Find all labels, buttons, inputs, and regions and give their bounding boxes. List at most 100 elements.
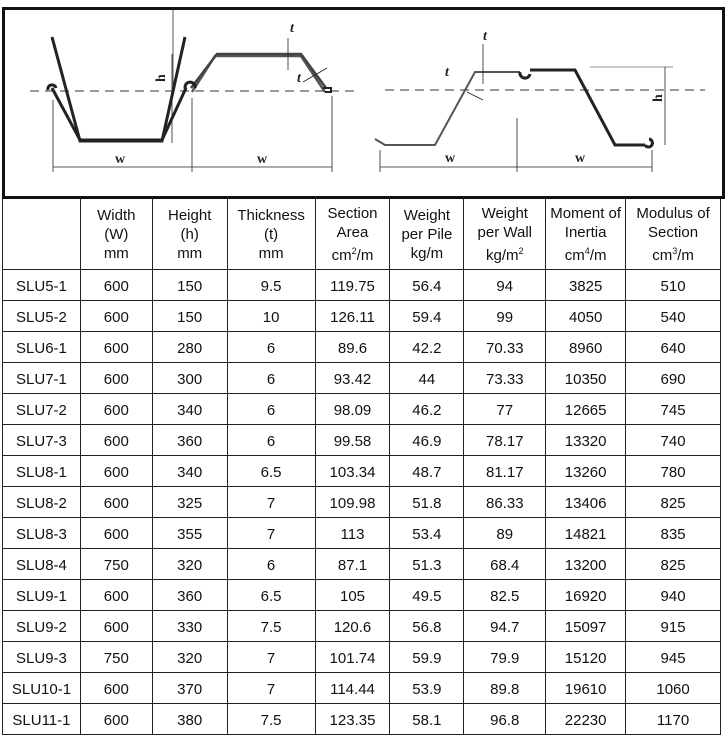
- label-w-1: w: [115, 152, 126, 167]
- z-pile-1: [374, 71, 520, 146]
- value-cell: 53.4: [389, 517, 465, 549]
- value-cell: 600: [79, 269, 153, 301]
- value-cell: 13260: [545, 455, 627, 487]
- column-header: [2, 197, 81, 270]
- value-cell: 320: [151, 548, 228, 580]
- value-cell: 93.42: [314, 362, 391, 394]
- value-cell: 320: [151, 641, 228, 673]
- value-cell: 48.7: [389, 455, 465, 487]
- value-cell: 46.2: [389, 393, 465, 425]
- value-cell: 68.4: [463, 548, 547, 580]
- table-row: SLU6-1 600 280 6 89.6 42.2 70.33 8960 640: [2, 331, 721, 363]
- value-cell: 99.58: [314, 424, 391, 456]
- header-exponent: 2: [351, 245, 357, 256]
- header-line: Height: [168, 206, 212, 224]
- header-line: Section: [327, 204, 378, 222]
- value-cell: 78.17: [463, 424, 547, 456]
- value-cell: 105: [314, 579, 391, 611]
- model-cell: SLU5-2: [2, 300, 81, 332]
- value-cell: 114.44: [314, 672, 391, 704]
- column-header: Weight per Wall kg/m2: [463, 197, 547, 270]
- value-cell: 6.5: [226, 579, 316, 611]
- value-cell: 89: [463, 517, 547, 549]
- value-cell: 13406: [545, 486, 627, 518]
- table-row: SLU5-2 600 150 10 126.11 59.4 99 4050 540: [2, 300, 721, 332]
- value-cell: 325: [151, 486, 228, 518]
- value-cell: 750: [79, 641, 153, 673]
- model-cell: SLU9-1: [2, 579, 81, 611]
- table-row: SLU7-3 600 360 6 99.58 46.9 78.17 13320 740: [2, 424, 721, 456]
- header-line: Inertia: [564, 223, 607, 241]
- value-cell: 340: [151, 393, 228, 425]
- value-cell: 8960: [545, 331, 627, 363]
- value-cell: 42.2: [389, 331, 465, 363]
- header-unit-suffix: /m: [589, 246, 607, 264]
- value-cell: 19610: [545, 672, 627, 704]
- header-line: kg/m: [410, 244, 444, 262]
- header-line: Moment of: [550, 204, 622, 222]
- label-t-4: t: [445, 65, 450, 80]
- value-cell: 51.8: [389, 486, 465, 518]
- table-row: SLU8-1 600 340 6.5 103.34 48.7 81.17 13260 780: [2, 455, 721, 487]
- value-cell: 120.6: [314, 610, 391, 642]
- value-cell: 10: [226, 300, 316, 332]
- column-header: Height (h) mm: [151, 197, 228, 270]
- value-cell: 6: [226, 393, 316, 425]
- value-cell: 600: [79, 486, 153, 518]
- value-cell: 330: [151, 610, 228, 642]
- value-cell: 113: [314, 517, 391, 549]
- value-cell: 355: [151, 517, 228, 549]
- value-cell: 94.7: [463, 610, 547, 642]
- value-cell: 360: [151, 579, 228, 611]
- header-line: Weight: [403, 206, 451, 224]
- value-cell: 600: [79, 362, 153, 394]
- value-cell: 46.9: [389, 424, 465, 456]
- value-cell: 70.33: [463, 331, 547, 363]
- value-cell: 600: [79, 393, 153, 425]
- value-cell: 109.98: [314, 486, 391, 518]
- model-cell: SLU8-4: [2, 548, 81, 580]
- label-t-2: t: [297, 71, 302, 86]
- value-cell: 940: [625, 579, 721, 611]
- value-cell: 600: [79, 610, 153, 642]
- value-cell: 7: [226, 641, 316, 673]
- value-cell: 825: [625, 486, 721, 518]
- value-cell: 16920: [545, 579, 627, 611]
- value-cell: 1060: [625, 672, 721, 704]
- value-cell: 44: [389, 362, 465, 394]
- value-cell: 49.5: [389, 579, 465, 611]
- value-cell: 56.4: [389, 269, 465, 301]
- value-cell: 150: [151, 300, 228, 332]
- header-line: mm: [177, 244, 203, 262]
- header-exponent: 3: [672, 245, 678, 256]
- value-cell: 600: [79, 703, 153, 735]
- value-cell: 59.4: [389, 300, 465, 332]
- model-cell: SLU11-1: [2, 703, 81, 735]
- value-cell: 360: [151, 424, 228, 456]
- value-cell: 13320: [545, 424, 627, 456]
- value-cell: 98.09: [314, 393, 391, 425]
- header-line: per Wall: [477, 223, 532, 241]
- model-cell: SLU8-1: [2, 455, 81, 487]
- table-row: SLU9-3 750 320 7 101.74 59.9 79.9 15120 945: [2, 641, 721, 673]
- header-line: Section: [648, 223, 699, 241]
- value-cell: 123.35: [314, 703, 391, 735]
- value-cell: 600: [79, 300, 153, 332]
- value-cell: 82.5: [463, 579, 547, 611]
- value-cell: 58.1: [389, 703, 465, 735]
- model-cell: SLU5-1: [2, 269, 81, 301]
- value-cell: 945: [625, 641, 721, 673]
- value-cell: 89.6: [314, 331, 391, 363]
- header-line: Area: [336, 223, 369, 241]
- header-line: mm: [258, 244, 284, 262]
- table-row: SLU11-1 600 380 7.5 123.35 58.1 96.8 22230 1170: [2, 703, 721, 735]
- column-header: Thickness (t) mm: [226, 197, 316, 270]
- value-cell: 77: [463, 393, 547, 425]
- value-cell: 56.8: [389, 610, 465, 642]
- value-cell: 81.17: [463, 455, 547, 487]
- value-cell: 300: [151, 362, 228, 394]
- column-header: Section Area cm2/m: [314, 197, 391, 270]
- value-cell: 9.5: [226, 269, 316, 301]
- value-cell: 1170: [625, 703, 721, 735]
- value-cell: 380: [151, 703, 228, 735]
